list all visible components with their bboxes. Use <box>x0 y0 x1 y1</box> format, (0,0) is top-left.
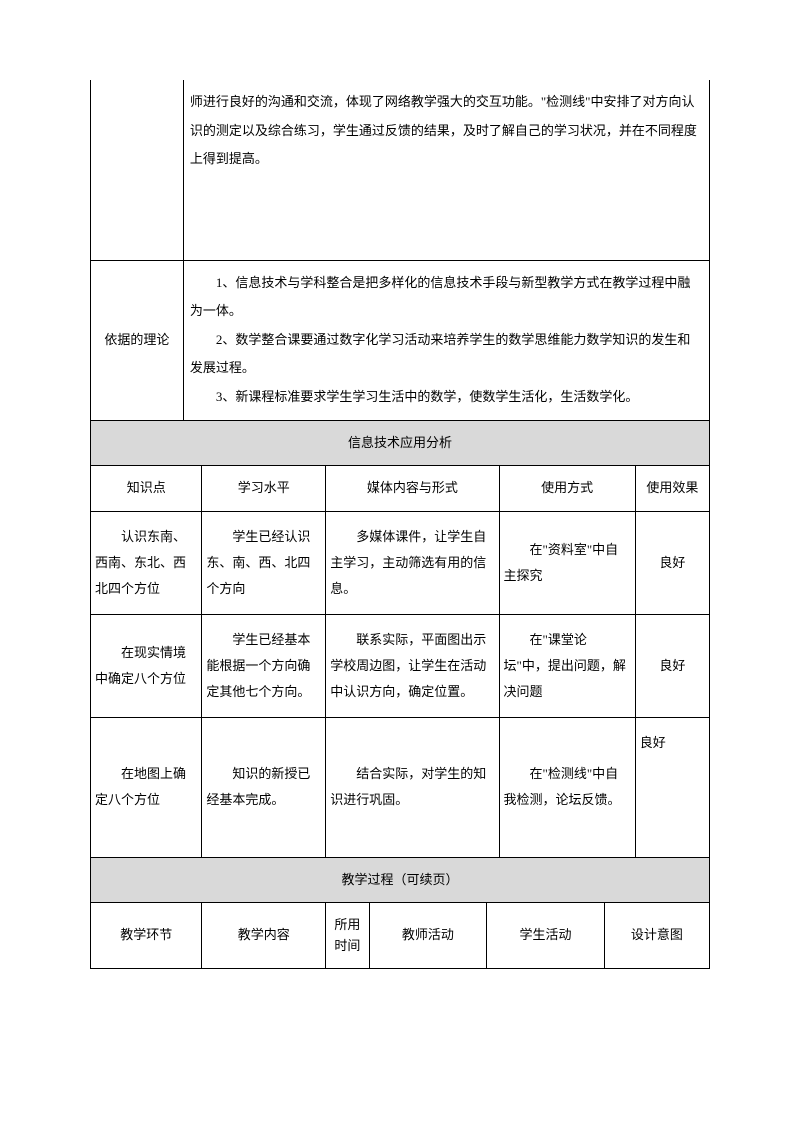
table-row: 师进行良好的沟通和交流，体现了网络教学强大的交互功能。"检测线"中安排了对方向认… <box>91 80 710 260</box>
cell: 在"检测线"中自我检测，论坛反馈。 <box>499 717 635 857</box>
text-content: 师进行良好的沟通和交流，体现了网络教学强大的交互功能。"检测线"中安排了对方向认… <box>190 94 697 166</box>
header-cell: 学习水平 <box>202 466 326 512</box>
table-row: 在现实情境中确定八个方位 学生已经基本能根据一个方向确定其他七个方向。 联系实际… <box>91 614 710 717</box>
section3-title: 教学过程（可续页） <box>91 857 710 903</box>
section2-header-row: 知识点 学习水平 媒体内容与形式 使用方式 使用效果 <box>91 466 710 512</box>
empty-cell <box>91 80 184 260</box>
cell: 良好 <box>635 511 709 614</box>
section2-table: 信息技术应用分析 知识点 学习水平 媒体内容与形式 使用方式 使用效果 认识东南… <box>90 421 710 858</box>
cell: 在现实情境中确定八个方位 <box>91 614 202 717</box>
cell: 知识的新授已经基本完成。 <box>202 717 326 857</box>
theory-line: 1、信息技术与学科整合是把多样化的信息技术手段与新型教学方式在教学过程中融为一体… <box>190 269 703 326</box>
header-cell: 教学内容 <box>202 903 326 969</box>
cell: 学生已经基本能根据一个方向确定其他七个方向。 <box>202 614 326 717</box>
header-cell: 知识点 <box>91 466 202 512</box>
section2-title-row: 信息技术应用分析 <box>91 421 710 466</box>
header-cell: 设计意图 <box>604 903 709 969</box>
theory-line: 2、数学整合课要通过数字化学习活动来培养学生的数学思维能力数学知识的发生和发展过… <box>190 326 703 383</box>
header-cell: 媒体内容与形式 <box>326 466 499 512</box>
section3-header-row: 教学环节 教学内容 所用时间 教师活动 学生活动 设计意图 <box>91 903 710 969</box>
content-cell: 师进行良好的沟通和交流，体现了网络教学强大的交互功能。"检测线"中安排了对方向认… <box>183 80 709 260</box>
cell: 在地图上确定八个方位 <box>91 717 202 857</box>
section1-table: 师进行良好的沟通和交流，体现了网络教学强大的交互功能。"检测线"中安排了对方向认… <box>90 80 710 421</box>
title-text: 教学过程（可续页） <box>341 872 458 887</box>
table-row: 依据的理论 1、信息技术与学科整合是把多样化的信息技术手段与新型教学方式在教学过… <box>91 260 710 420</box>
header-cell: 学生活动 <box>487 903 605 969</box>
header-cell: 使用效果 <box>635 466 709 512</box>
cell: 认识东南、西南、东北、西北四个方位 <box>91 511 202 614</box>
cell: 学生已经认识东、南、西、北四个方向 <box>202 511 326 614</box>
header-cell: 教学环节 <box>91 903 202 969</box>
section3-table: 教学过程（可续页） 教学环节 教学内容 所用时间 教师活动 学生活动 设计意图 <box>90 857 710 969</box>
cell: 良好 <box>635 614 709 717</box>
header-cell: 所用时间 <box>326 903 369 969</box>
cell: 在"课堂论坛"中，提出问题，解决问题 <box>499 614 635 717</box>
theory-label: 依据的理论 <box>91 260 184 420</box>
section2-title: 信息技术应用分析 <box>91 421 710 466</box>
theory-content: 1、信息技术与学科整合是把多样化的信息技术手段与新型教学方式在教学过程中融为一体… <box>183 260 709 420</box>
table-row: 认识东南、西南、东北、西北四个方位 学生已经认识东、南、西、北四个方向 多媒体课… <box>91 511 710 614</box>
header-cell: 教师活动 <box>369 903 487 969</box>
label-text: 依据的理论 <box>104 332 169 347</box>
cell: 在"资料室"中自主探究 <box>499 511 635 614</box>
cell: 良好 <box>635 717 709 857</box>
table-row: 在地图上确定八个方位 知识的新授已经基本完成。 结合实际，对学生的知识进行巩固。… <box>91 717 710 857</box>
cell: 联系实际，平面图出示学校周边图，让学生在活动中认识方向，确定位置。 <box>326 614 499 717</box>
title-text: 信息技术应用分析 <box>348 435 452 450</box>
header-cell: 使用方式 <box>499 466 635 512</box>
cell: 结合实际，对学生的知识进行巩固。 <box>326 717 499 857</box>
theory-line: 3、新课程标准要求学生学习生活中的数学，使数学生活化，生活数学化。 <box>190 383 703 412</box>
section3-title-row: 教学过程（可续页） <box>91 857 710 903</box>
cell: 多媒体课件，让学生自主学习，主动筛选有用的信息。 <box>326 511 499 614</box>
